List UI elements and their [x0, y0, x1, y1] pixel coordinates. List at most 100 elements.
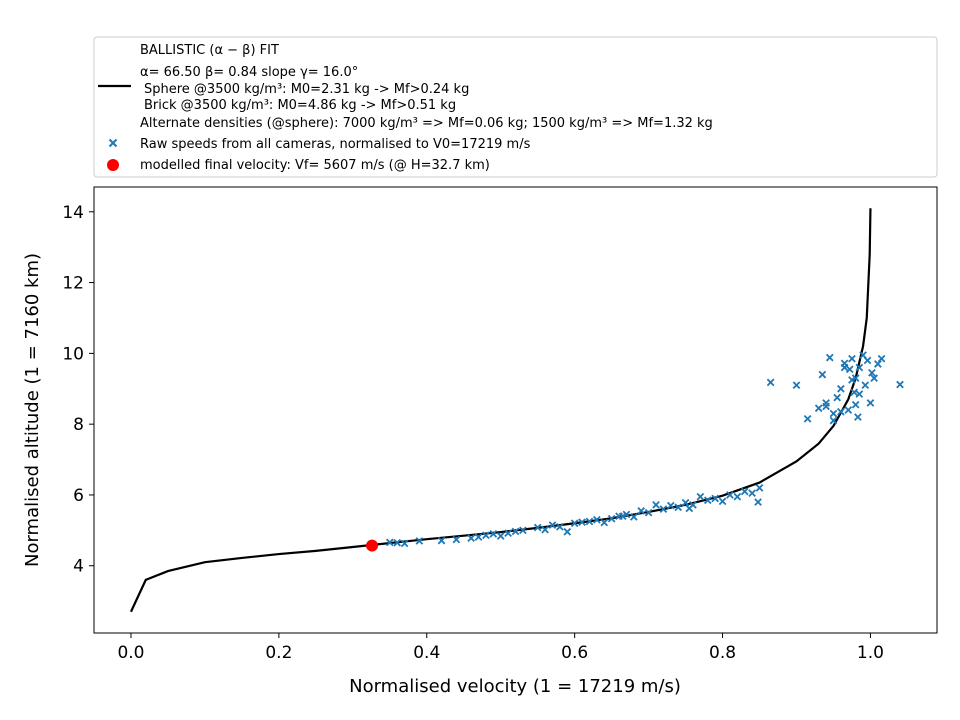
fit-line: [129, 208, 872, 613]
series-layer: [129, 208, 904, 613]
legend-point-label: modelled final velocity: Vf= 5607 m/s (@…: [140, 158, 490, 173]
legend-fit-line-5: Alternate densities (@sphere): 7000 kg/m…: [140, 116, 713, 131]
scatter-point: [703, 496, 712, 505]
x-tick-label: 0.0: [117, 643, 144, 663]
scatter-point: [740, 487, 749, 496]
y-axis-title: Normalised altitude (1 = 7160 km): [22, 253, 43, 567]
scatter-point: [855, 390, 864, 398]
y-tick-label: 12: [62, 274, 84, 294]
scatter-point: [511, 527, 520, 536]
scatter-point: [792, 381, 801, 390]
scatter-point: [578, 518, 586, 527]
scatter-point: [563, 527, 572, 536]
legend-frame: [93, 36, 938, 178]
scatter-point: [618, 512, 627, 521]
scatter-point: [674, 503, 683, 512]
scatter-point: [489, 530, 498, 538]
legend-fit-line-3: Sphere @3500 kg/m³: M0=2.31 kg -> Mf>0.2…: [144, 82, 469, 97]
scatter-point: [685, 504, 694, 513]
scatter-point: [748, 489, 756, 498]
scatter-point: [896, 380, 904, 389]
scatter-point: [482, 531, 490, 540]
scatter-point: [467, 534, 475, 542]
scatter-point: [541, 525, 549, 534]
scatter-point: [570, 519, 579, 528]
scatter-point: [868, 368, 876, 377]
x-tick-label: 0.4: [413, 643, 440, 663]
scatter-point: [866, 399, 875, 407]
scatter-point: [766, 378, 775, 387]
scatter-point: [854, 413, 862, 421]
scatter-point: [629, 513, 638, 521]
scatter-point: [837, 407, 845, 416]
y-tick-label: 8: [73, 415, 84, 435]
scatter-point: [829, 416, 838, 425]
scatter-point: [848, 354, 856, 363]
scatter-point: [452, 535, 461, 544]
scatter-point: [874, 360, 882, 368]
scatter-point: [556, 522, 564, 531]
y-axis-ticks: 4 6 8 10 12 14: [62, 203, 94, 577]
scatter-point: [393, 538, 402, 547]
plot-frame: [93, 186, 938, 634]
scatter-point: [652, 501, 660, 509]
x-tick-label: 1.0: [857, 643, 884, 663]
y-tick-label: 6: [73, 486, 84, 506]
scatter-point: [848, 376, 856, 384]
scatter-point: [696, 492, 705, 501]
scatter-point: [861, 381, 870, 390]
scatter-point: [385, 538, 394, 547]
scatter-point: [755, 484, 764, 492]
x-tick-label: 0.2: [265, 643, 292, 663]
scatter-point: [415, 537, 424, 545]
scatter-point: [837, 384, 845, 393]
legend-fit-line-4: Brick @3500 kg/m³: M0=4.86 kg -> Mf>0.51…: [144, 98, 456, 113]
scatter-point: [711, 494, 719, 503]
scatter-point: [496, 532, 505, 540]
scatter-point: [733, 492, 742, 501]
scatter-point: [754, 498, 762, 506]
scatter-point: [437, 536, 446, 545]
scatter-point: [845, 365, 854, 374]
scatter-point: [840, 363, 849, 372]
scatter-point: [548, 521, 557, 529]
scatter-point: [585, 517, 594, 526]
x-tick-label: 0.6: [561, 643, 588, 663]
legend-scatter-label: Raw speeds from all cameras, normalised …: [140, 137, 531, 152]
scatter-point: [851, 400, 860, 409]
legend: BALLISTIC (α − β) FIT α= 66.50 β= 0.84 s…: [93, 36, 938, 178]
scatter-point: [681, 498, 690, 507]
scatter-point: [850, 388, 859, 397]
scatter-point: [844, 406, 853, 414]
scatter-point: [474, 533, 483, 541]
scatter-point: [870, 374, 878, 382]
scatter-point: [863, 356, 872, 365]
scatter-point: [877, 354, 886, 363]
final-velocity-point: [366, 539, 379, 552]
scatter-point: [504, 529, 512, 538]
scatter-point: [726, 491, 734, 499]
scatter-point: [644, 508, 653, 517]
scatter-point: [659, 505, 668, 513]
scatter-point: [607, 514, 616, 523]
legend-fit-line-2: α= 66.50 β= 0.84 slope γ= 16.0°: [140, 65, 358, 80]
scatter-point: [825, 353, 834, 362]
scatter-point: [637, 507, 646, 515]
scatter-point: [593, 515, 601, 524]
scatter-point: [519, 526, 527, 535]
scatter-point: [666, 501, 675, 510]
legend-fit-line-1: BALLISTIC (α − β) FIT: [140, 43, 279, 58]
scatter-point: [803, 415, 812, 423]
y-tick-label: 14: [62, 203, 84, 223]
scatter-point: [822, 402, 830, 411]
x-tick-label: 0.8: [709, 643, 736, 663]
legend-point-swatch: [107, 159, 119, 171]
scatter-point: [833, 393, 842, 402]
scatter-point: [533, 523, 542, 532]
y-tick-label: 10: [62, 344, 84, 364]
scatter-point: [855, 363, 864, 372]
scatter-point: [814, 404, 823, 413]
x-axis-ticks: 0.0 0.2 0.4 0.6 0.8 1.0: [117, 633, 884, 663]
scatter-point: [818, 370, 827, 379]
